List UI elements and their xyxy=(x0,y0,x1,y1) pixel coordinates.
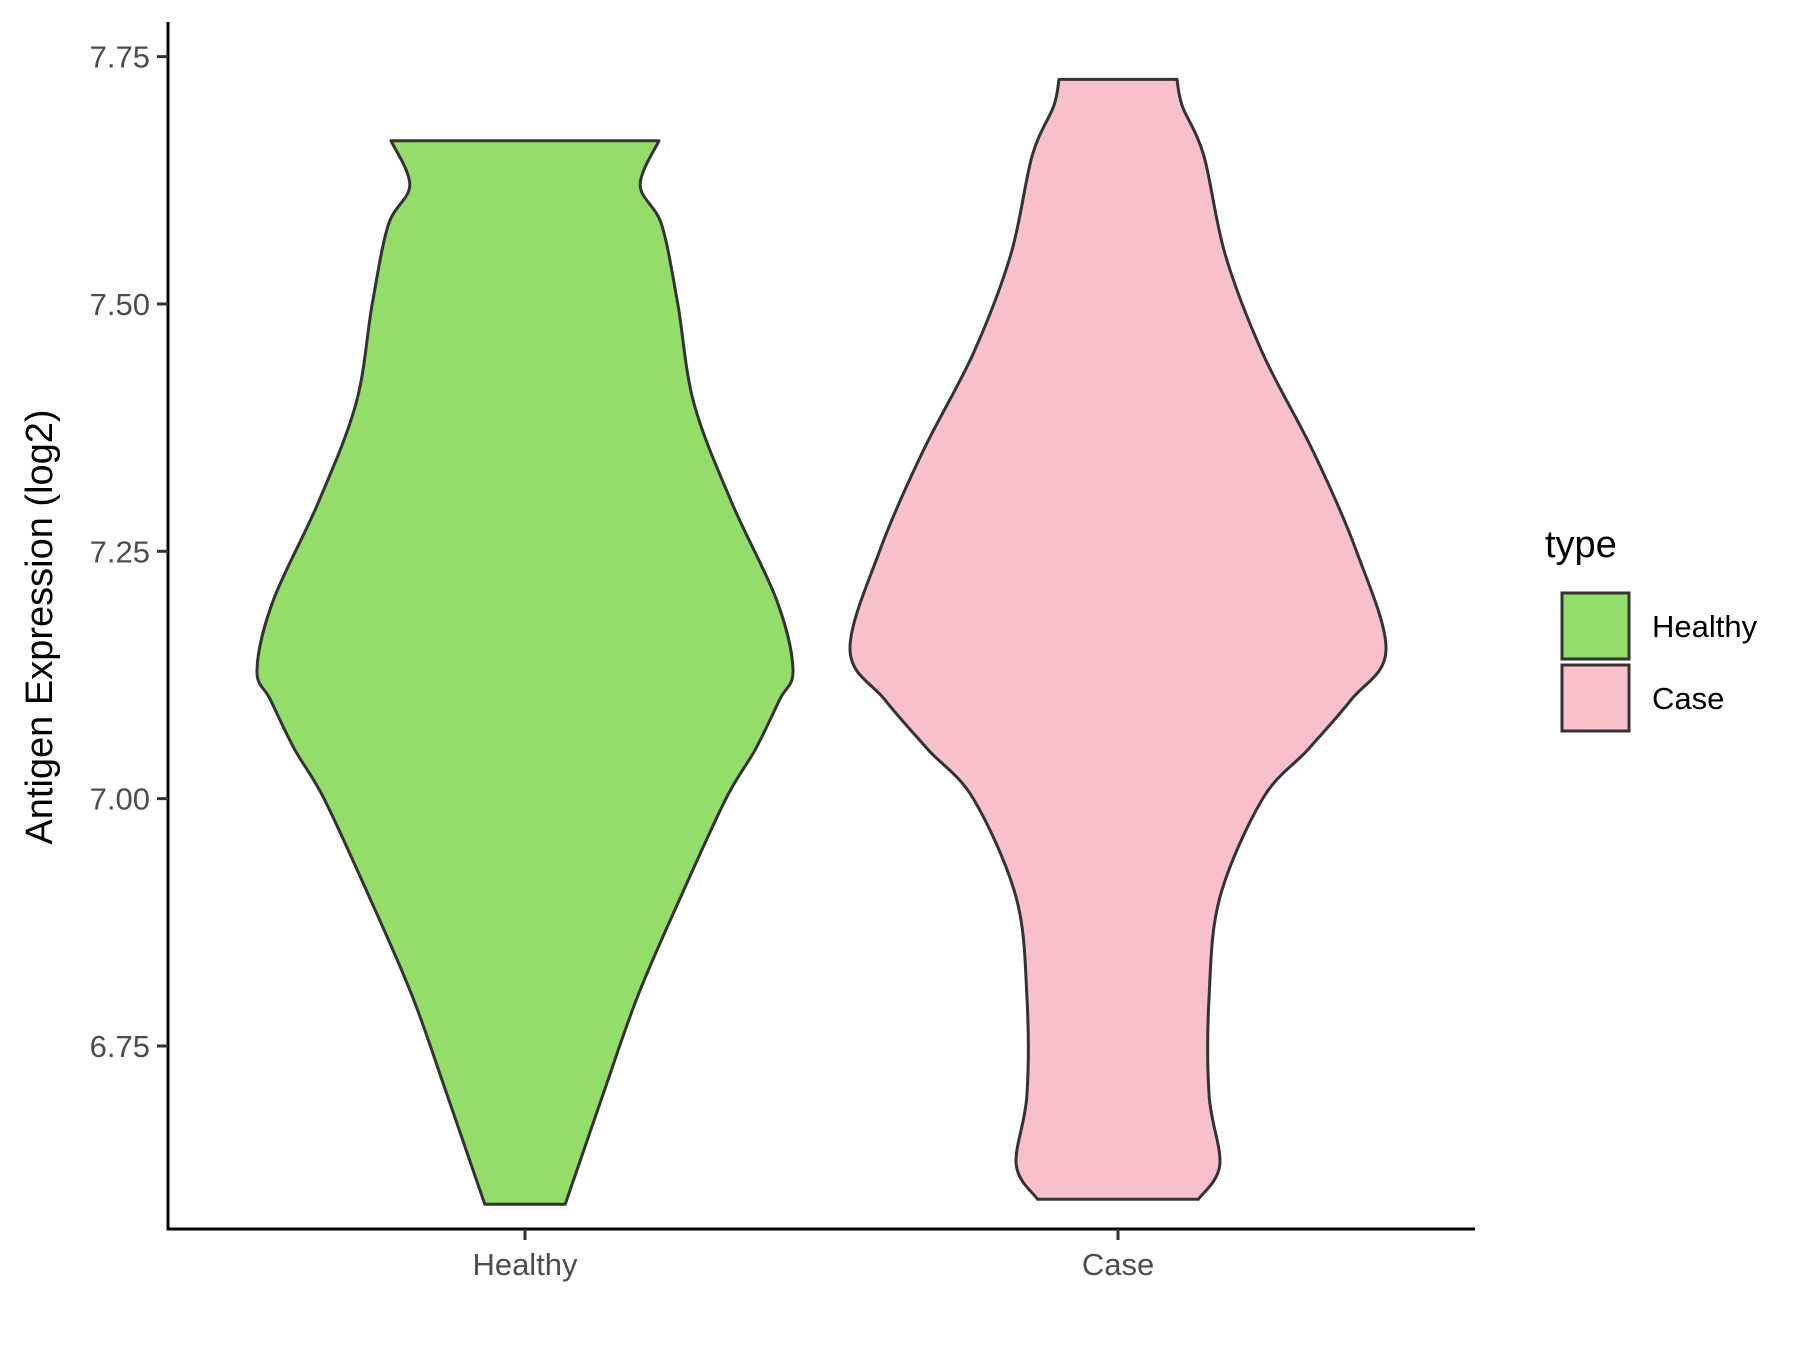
legend-swatch-case xyxy=(1560,663,1631,733)
legend: type Healthy Case xyxy=(1545,524,1758,733)
violin-healthy xyxy=(255,139,795,1206)
legend-label-case: Case xyxy=(1652,681,1724,716)
y-tick-label: 7.75 xyxy=(90,40,150,75)
y-ticks: 6.75 7.00 7.25 7.50 7.75 xyxy=(90,40,168,1064)
y-axis-title: Antigen Expression (log2) xyxy=(19,409,61,844)
x-tick-label: Healthy xyxy=(472,1247,578,1282)
violin-case xyxy=(848,77,1388,1201)
x-tick-label: Case xyxy=(1082,1247,1154,1282)
legend-label-healthy: Healthy xyxy=(1652,609,1758,644)
legend-title: type xyxy=(1545,524,1617,566)
violins-layer xyxy=(255,77,1388,1206)
y-tick-label: 6.75 xyxy=(90,1029,150,1064)
x-ticks: Healthy Case xyxy=(472,1229,1154,1282)
y-tick-label: 7.00 xyxy=(90,782,150,817)
y-tick-label: 7.50 xyxy=(90,287,150,322)
legend-swatch-healthy xyxy=(1560,591,1631,661)
y-tick-label: 7.25 xyxy=(90,534,150,569)
